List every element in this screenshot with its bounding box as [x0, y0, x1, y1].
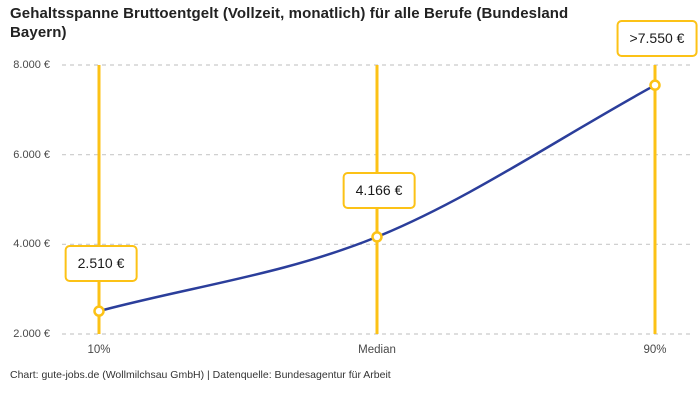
x-axis-tick-label-median: Median [358, 344, 396, 356]
chart-title: Gehaltsspanne Bruttoentgelt (Vollzeit, m… [10, 5, 569, 41]
chart-source-attribution: Chart: gute-jobs.de (Wollmilchsau GmbH) … [10, 369, 391, 381]
data-point-marker [93, 305, 105, 317]
data-point-marker [649, 79, 661, 91]
value-label-box-90-percent: >7.550 € [616, 20, 698, 57]
value-label-box-median: 4.166 € [342, 172, 416, 209]
y-axis-tick-label: 2.000 € [13, 328, 50, 340]
x-axis-tick-label-10-percent: 10% [87, 344, 111, 356]
x-axis-tick-label-90-percent: 90% [643, 344, 667, 356]
y-axis-tick-label: 6.000 € [13, 149, 50, 161]
value-label-box-10-percent: 2.510 € [64, 245, 138, 282]
y-axis-tick-label: 8.000 € [13, 59, 50, 71]
y-axis-tick-label: 4.000 € [13, 238, 50, 250]
data-point-marker [371, 231, 383, 243]
